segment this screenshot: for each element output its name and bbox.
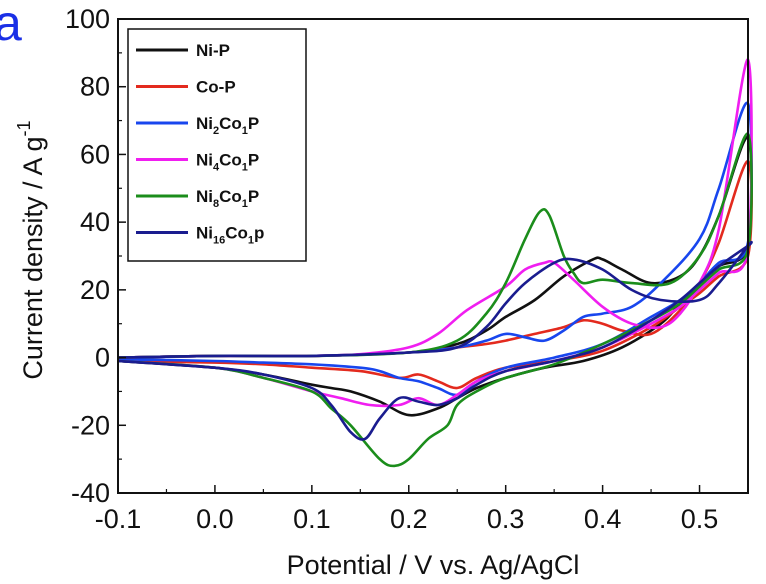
legend-text-part: Co (225, 224, 248, 243)
y-tick-label: 0 (95, 343, 110, 373)
y-tick-label: 80 (80, 72, 110, 102)
legend-subscript: 1 (248, 235, 254, 247)
legend-text-part: P (248, 187, 259, 206)
legend-text-part: Co-P (196, 78, 236, 97)
ticks-layer: -0.1 0.0 0.1 0.2 0.3 0.4 0.5 -40 -20 0 20 40 60 80 100 (65, 4, 749, 534)
y-tick-label: 40 (80, 207, 110, 237)
legend-text-part: P (248, 114, 259, 133)
x-tick-label: 0.5 (681, 504, 719, 534)
x-tick-label: -0.1 (95, 504, 142, 534)
legend-text-part: Co (219, 114, 242, 133)
x-tick-label: 0.4 (584, 504, 622, 534)
legend-text-part: Ni-P (196, 41, 230, 60)
x-tick-label: 0.1 (293, 504, 331, 534)
series-line-5 (117, 240, 753, 441)
y-axis-title: Current density / A g-1 (14, 120, 48, 379)
x-tick-label: 0.3 (487, 504, 525, 534)
panel-label: a (0, 0, 22, 51)
legend-text-part: Co (219, 151, 242, 170)
legend-text-part: Ni (196, 114, 213, 133)
legend-text-part: p (254, 224, 264, 243)
legend-label-5: Ni16Co1p (196, 224, 264, 247)
legend-text-part: Co (219, 187, 242, 206)
legend-text-part: Ni (196, 224, 213, 243)
x-tick-label: 0.0 (196, 504, 234, 534)
legend-label-3: Ni4Co1P (196, 151, 259, 174)
legend-subscript: 8 (213, 198, 219, 210)
series-line-3 (117, 58, 753, 408)
legend-label-2: Ni2Co1P (196, 114, 259, 137)
legend-text-part: Ni (196, 151, 213, 170)
legend-subscript: 16 (213, 235, 225, 247)
y-axis-title-unit-exp: -1 (14, 120, 34, 136)
series-line-0 (117, 136, 753, 417)
x-tick-label: 0.2 (390, 504, 428, 534)
y-tick-label: -40 (71, 478, 110, 508)
legend-subscript: 4 (213, 162, 220, 174)
y-tick-label: -20 (71, 410, 110, 440)
legend-label-1: Co-P (196, 78, 236, 97)
y-axis-title-main: Current density / A g (18, 136, 48, 379)
legend-text-part: P (248, 151, 259, 170)
y-tick-label: 60 (80, 139, 110, 169)
legend-box (127, 28, 307, 262)
legend-subscript: 1 (242, 198, 248, 210)
legend-subscript: 1 (242, 125, 248, 137)
legend-text-part: Ni (196, 187, 213, 206)
x-axis-title: Potential / V vs. Ag/AgCl (287, 550, 580, 580)
y-tick-label: 20 (80, 275, 110, 305)
legend-subscript: 2 (213, 125, 219, 137)
y-tick-label: 100 (65, 4, 110, 34)
legend-label-0: Ni-P (196, 41, 230, 60)
legend-subscript: 1 (242, 162, 248, 174)
legend-label-4: Ni8Co1P (196, 187, 259, 210)
